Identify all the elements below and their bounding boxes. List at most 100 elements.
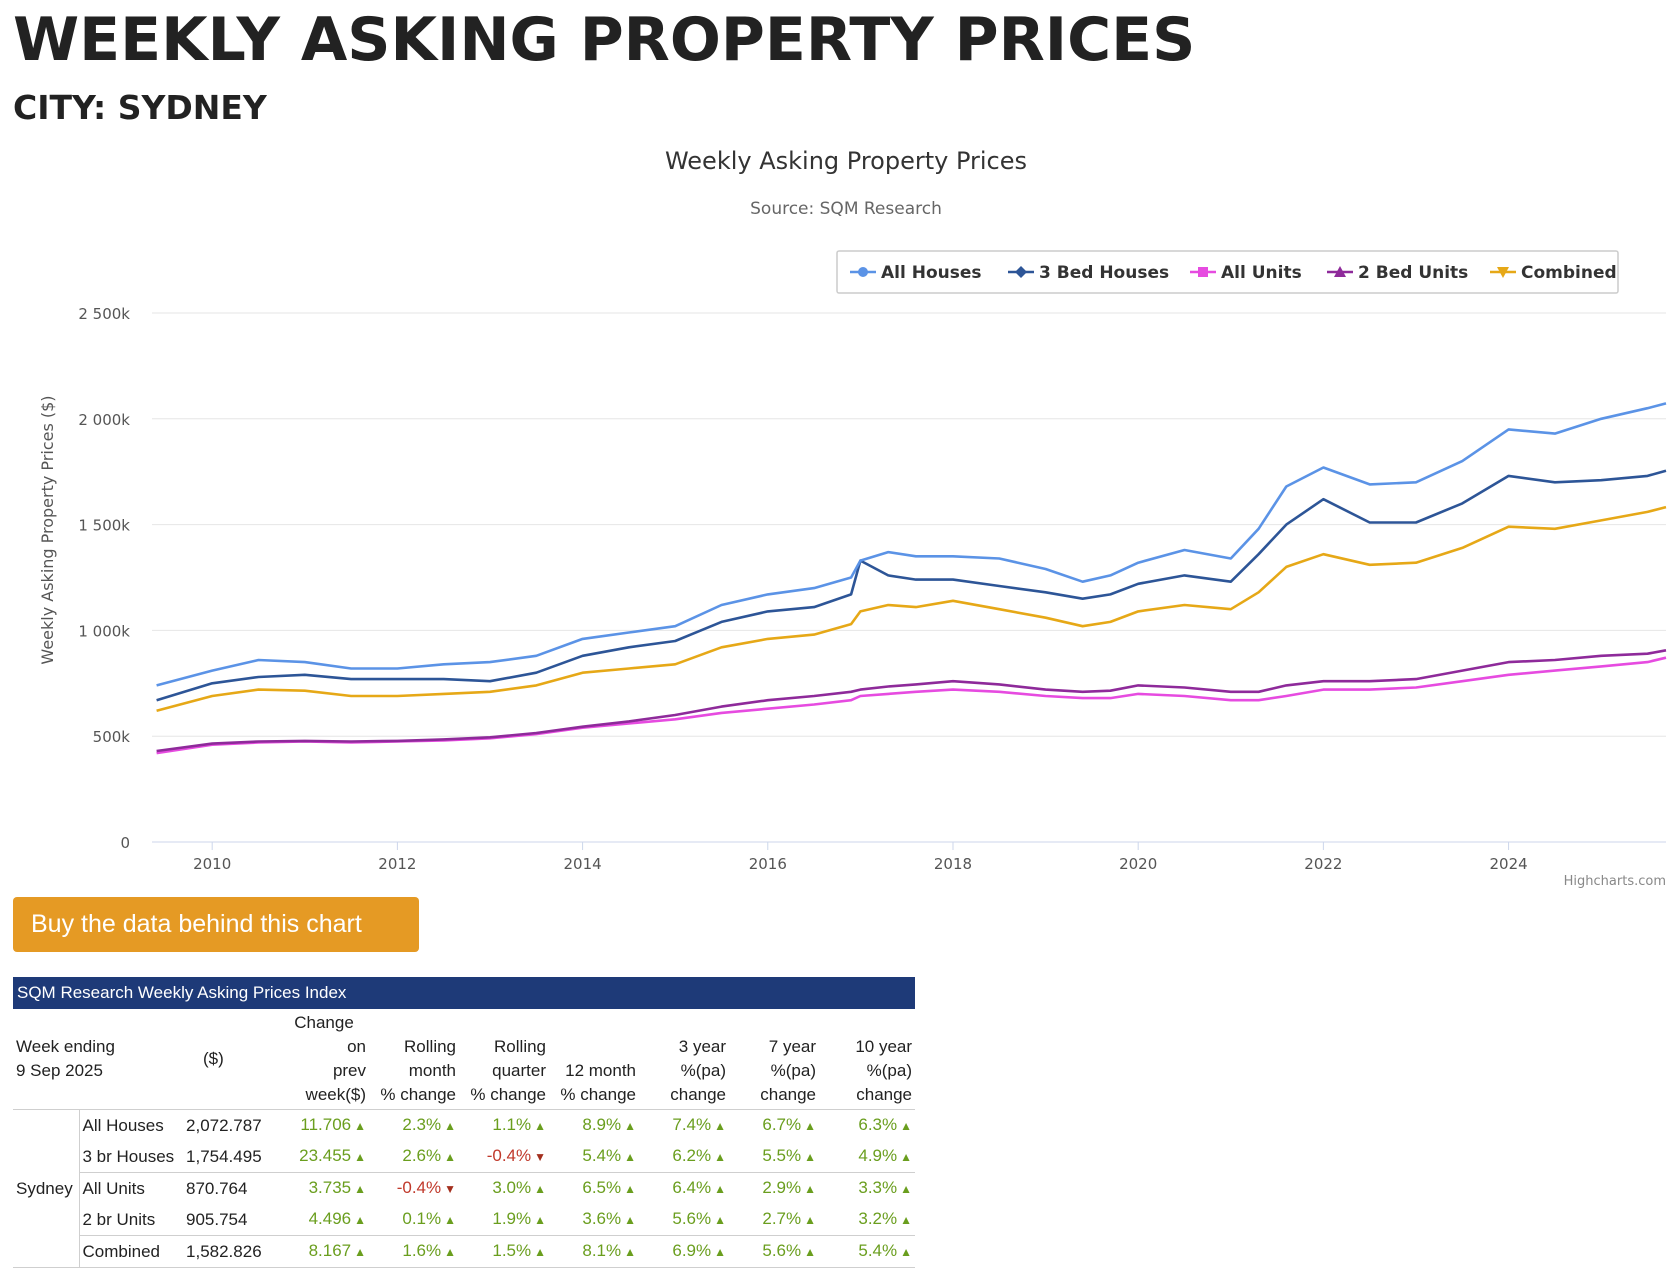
series-line-all-houses[interactable] xyxy=(156,402,1667,687)
y-tick-label: 1 000k xyxy=(78,622,130,640)
legend-marker xyxy=(858,267,868,277)
change-cell-year7: 5.5% ▲ xyxy=(729,1141,819,1173)
change-cell-year3: 6.4% ▲ xyxy=(639,1172,730,1204)
change-cell-year7: 2.9% ▲ xyxy=(729,1172,820,1204)
property-type-cell: All Units xyxy=(79,1172,184,1204)
change-cell-year10: 6.3% ▲ xyxy=(819,1110,915,1142)
up-arrow-icon: ▲ xyxy=(354,1213,367,1227)
ten-year-header: 10 year %(pa) change xyxy=(819,1009,916,1110)
buy-data-button[interactable]: Buy the data behind this chart xyxy=(13,897,419,952)
change-value: 3.735 xyxy=(308,1178,352,1197)
rolling-month-header: Rolling month % change xyxy=(369,1009,460,1110)
change-value: 8.167 xyxy=(308,1241,352,1260)
up-arrow-icon: ▲ xyxy=(714,1213,727,1227)
legend-item-3-bed-houses[interactable]: 3 Bed Houses xyxy=(1008,263,1169,283)
twelve-month-header: 12 month % change xyxy=(549,1009,640,1110)
up-arrow-icon: ▲ xyxy=(534,1245,547,1259)
change-cell-year3: 6.9% ▲ xyxy=(639,1235,730,1268)
legend-label: Combined xyxy=(1521,263,1617,283)
x-tick-label: 2012 xyxy=(378,855,416,873)
legend-label: All Houses xyxy=(881,263,982,283)
x-tick-label: 2020 xyxy=(1119,855,1157,873)
change-cell-year3: 5.6% ▲ xyxy=(639,1204,729,1236)
change-value: 2.9% xyxy=(762,1178,802,1197)
change-value: 2.6% xyxy=(402,1146,442,1165)
change-cell-quarter: 1.1% ▲ xyxy=(459,1110,549,1142)
change-value: 1.6% xyxy=(402,1241,442,1260)
city-cell: Sydney xyxy=(13,1109,80,1268)
y-tick-label: 0 xyxy=(120,834,130,852)
legend-marker xyxy=(1497,267,1509,278)
up-arrow-icon: ▲ xyxy=(444,1119,457,1133)
index-table: SQM Research Weekly Asking Prices Index … xyxy=(13,977,916,1268)
up-arrow-icon: ▲ xyxy=(804,1182,817,1196)
up-arrow-icon: ▲ xyxy=(444,1150,457,1164)
table-row: 3 br Houses 1,754.495 23.455 ▲ 2.6% ▲ -0.4% ▼ 5.… xyxy=(13,1141,915,1173)
change-value: 0.1% xyxy=(402,1209,442,1228)
change-value: 6.4% xyxy=(672,1178,712,1197)
series-line-3-bed-houses[interactable] xyxy=(156,469,1667,702)
up-arrow-icon: ▲ xyxy=(534,1213,547,1227)
change-value: 11.706 xyxy=(300,1115,352,1134)
chart-subtitle: Source: SQM Research xyxy=(750,199,942,219)
change-value: 8.1% xyxy=(582,1241,622,1260)
legend-marker xyxy=(1015,266,1027,278)
change-value: 6.2% xyxy=(672,1146,712,1165)
change-value: 3.2% xyxy=(858,1209,898,1228)
change-value: 5.4% xyxy=(582,1146,622,1165)
up-arrow-icon: ▲ xyxy=(354,1150,367,1164)
change-cell-year12: 6.5% ▲ xyxy=(549,1172,640,1204)
down-arrow-icon: ▼ xyxy=(444,1182,457,1196)
legend-item-2-bed-units[interactable]: 2 Bed Units xyxy=(1327,263,1468,283)
change-value: 6.5% xyxy=(582,1178,622,1197)
legend-item-all-houses[interactable]: All Houses xyxy=(850,263,982,283)
price-cell: 2,072.787 xyxy=(186,1115,262,1135)
change-value: 6.3% xyxy=(858,1115,898,1134)
series-line-all-units[interactable] xyxy=(156,656,1667,755)
change-cell-year7: 2.7% ▲ xyxy=(729,1204,819,1236)
change-value: 5.4% xyxy=(858,1241,898,1260)
property-type-cell: 2 br Units xyxy=(82,1209,156,1229)
price-cell: 1,754.495 xyxy=(186,1146,262,1166)
change-value: 1.9% xyxy=(492,1209,532,1228)
change-cell-year10: 5.4% ▲ xyxy=(819,1235,916,1268)
price-cell: 905.754 xyxy=(186,1209,248,1229)
y-tick-label: 2 500k xyxy=(78,305,130,323)
x-tick-label: 2016 xyxy=(749,855,787,873)
change-value: -0.4% xyxy=(486,1146,532,1165)
table-row: Combined 1,582.826 8.167 ▲ 1.6% ▲ 1.5% ▲ 8.1% ▲ 6.… xyxy=(13,1235,916,1268)
table-row: All Units 870.764 3.735 ▲ -0.4% ▼ 3.0% ▲ 6.5% ▲ 6.… xyxy=(13,1172,916,1204)
up-arrow-icon: ▲ xyxy=(804,1213,817,1227)
change-value: 4.496 xyxy=(308,1209,352,1228)
page-title: WEEKLY ASKING PROPERTY PRICES xyxy=(13,5,1196,75)
x-tick-label: 2024 xyxy=(1489,855,1527,873)
change-cell-month: 0.1% ▲ xyxy=(369,1204,459,1236)
chart-credit[interactable]: Highcharts.com xyxy=(1564,874,1666,889)
change-cell-year10: 4.9% ▲ xyxy=(819,1141,915,1173)
price-chart: Weekly Asking Property Prices Source: SQ… xyxy=(38,147,1667,889)
up-arrow-icon: ▲ xyxy=(900,1245,913,1259)
change-value: 8.9% xyxy=(582,1115,622,1134)
up-arrow-icon: ▲ xyxy=(354,1245,367,1259)
price-cell: 870.764 xyxy=(183,1172,280,1204)
legend-marker xyxy=(1198,267,1208,277)
change-value: 5.6% xyxy=(762,1241,802,1260)
change-value: 5.6% xyxy=(672,1209,712,1228)
change-value: -0.4% xyxy=(396,1178,442,1197)
y-tick-label: 1 500k xyxy=(78,517,130,535)
property-type-cell: 3 br Houses xyxy=(82,1146,175,1166)
series-line-2-bed-units[interactable] xyxy=(156,649,1667,753)
change-cell-week: 3.735 ▲ xyxy=(279,1172,370,1204)
chart-legend: All Houses 3 Bed Houses All Units 2 Bed Uni… xyxy=(836,250,1619,294)
legend-item-all-units[interactable]: All Units xyxy=(1190,263,1302,283)
x-tick-label: 2018 xyxy=(934,855,972,873)
change-value: 3.3% xyxy=(858,1178,898,1197)
series-line-combined[interactable] xyxy=(156,505,1667,713)
change-value: 1.1% xyxy=(492,1115,532,1134)
x-tick-label: 2022 xyxy=(1304,855,1342,873)
change-value: 23.455 xyxy=(299,1146,352,1165)
legend-item-combined[interactable]: Combined xyxy=(1490,263,1617,283)
change-value: 2.7% xyxy=(762,1209,802,1228)
y-axis-title: Weekly Asking Property Prices ($) xyxy=(38,395,57,664)
property-type-cell: Combined xyxy=(79,1235,184,1268)
